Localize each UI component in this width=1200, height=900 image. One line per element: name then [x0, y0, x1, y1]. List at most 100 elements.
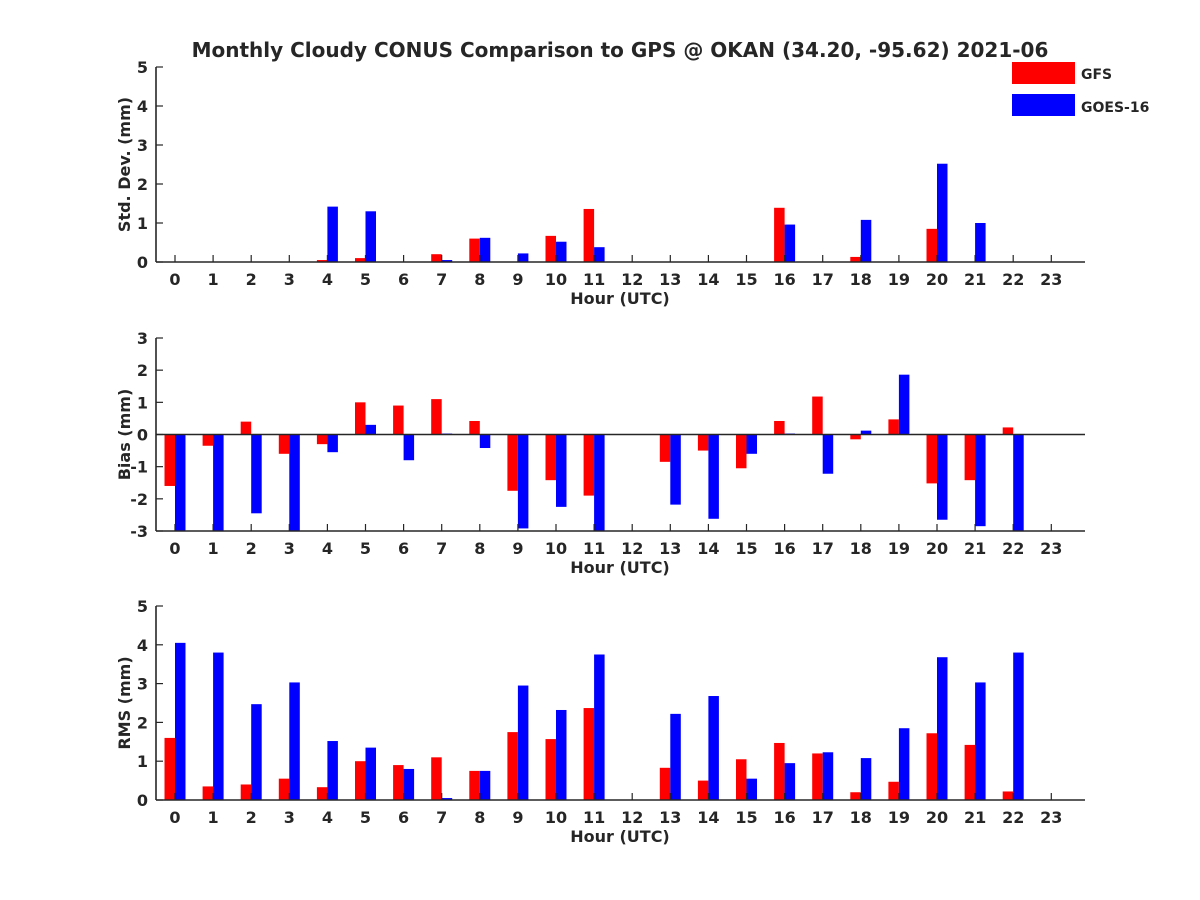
- bias-bar-goes16-8: [479, 434, 491, 449]
- bias-x-tick-label: 6: [398, 539, 409, 558]
- bias-bar-gfs-21: [964, 434, 976, 481]
- rms-bar-gfs-3: [278, 778, 290, 800]
- rms-x-tick-label: 3: [284, 808, 295, 827]
- bias-bar-goes16-2: [251, 434, 262, 514]
- rms-bar-gfs-4: [316, 787, 328, 800]
- rms-bar-gfs-5: [355, 761, 366, 800]
- bias-bar-gfs-13: [659, 434, 671, 462]
- bias-bar-gfs-18: [850, 434, 861, 440]
- rms-bar-goes16-20: [937, 657, 948, 800]
- rms-y-tick-label: 5: [137, 597, 148, 616]
- bias-x-tick-label: 9: [512, 539, 523, 558]
- std-dev-x-tick-label: 23: [1040, 270, 1062, 289]
- bias-x-tick-label: 5: [360, 539, 371, 558]
- rms-bar-gfs-0: [164, 737, 175, 800]
- rms-bar-gfs-18: [850, 792, 861, 800]
- std-dev-x-tick-label: 0: [169, 270, 180, 289]
- std-dev-y-tick-label: 0: [137, 253, 148, 272]
- std-dev-x-tick-label: 5: [360, 270, 371, 289]
- bias-x-tick-label: 16: [773, 539, 795, 558]
- rms-bar-gfs-13: [659, 767, 671, 800]
- rms-y-tick-label: 1: [137, 752, 148, 771]
- rms-bar-gfs-2: [240, 784, 252, 800]
- rms-y-tick-label: 2: [137, 713, 148, 732]
- bias-bar-goes16-1: [213, 434, 224, 531]
- rms-x-tick-label: 0: [169, 808, 180, 827]
- bias-x-tick-label: 1: [208, 539, 219, 558]
- bias-bar-gfs-15: [736, 434, 747, 469]
- bias-bar-gfs-14: [697, 434, 709, 451]
- bias-bar-goes16-0: [175, 434, 186, 531]
- bias-x-tick-label: 14: [697, 539, 719, 558]
- bias-x-tick-label: 7: [436, 539, 447, 558]
- bias-bar-goes16-14: [708, 434, 719, 519]
- bias-x-tick-label: 21: [964, 539, 986, 558]
- bias-x-tick-label: 23: [1040, 539, 1062, 558]
- std-dev-x-tick-label: 18: [850, 270, 872, 289]
- rms-bar-goes16-21: [975, 682, 986, 800]
- std-dev-x-tick-label: 10: [545, 270, 567, 289]
- rms-bar-goes16-6: [403, 768, 415, 800]
- bias-bar-goes16-21: [975, 434, 986, 527]
- std-dev-x-tick-label: 20: [926, 270, 948, 289]
- bias-x-tick-label: 11: [583, 539, 605, 558]
- rms-bar-goes16-22: [1013, 652, 1024, 800]
- bias-x-tick-label: 2: [246, 539, 257, 558]
- rms-x-tick-label: 5: [360, 808, 371, 827]
- bias-bar-gfs-20: [926, 434, 937, 484]
- rms-bar-goes16-19: [898, 728, 910, 800]
- bias-bar-goes16-13: [670, 434, 681, 505]
- rms-bar-gfs-8: [469, 770, 480, 800]
- rms-bar-goes16-16: [784, 763, 796, 800]
- rms-x-tick-label: 21: [964, 808, 986, 827]
- bias-bar-goes16-22: [1013, 434, 1024, 531]
- rms-bar-gfs-21: [964, 744, 976, 800]
- rms-bar-gfs-11: [583, 708, 595, 800]
- std-dev-x-tick-label: 2: [246, 270, 257, 289]
- std-dev-bar-goes16-18: [860, 219, 872, 262]
- rms-x-tick-label: 6: [398, 808, 409, 827]
- rms-bar-goes16-18: [860, 758, 872, 800]
- rms-bar-goes16-0: [175, 642, 186, 800]
- std-dev-x-tick-label: 11: [583, 270, 605, 289]
- std-dev-x-tick-label: 12: [621, 270, 643, 289]
- bias-bar-goes16-9: [517, 434, 529, 529]
- std-dev-x-tick-label: 7: [436, 270, 447, 289]
- bias-x-tick-label: 4: [322, 539, 333, 558]
- rms-x-tick-label: 1: [208, 808, 219, 827]
- rms-bar-goes16-8: [479, 770, 491, 800]
- std-dev-x-tick-label: 19: [888, 270, 910, 289]
- std-dev-bar-goes16-20: [937, 163, 948, 262]
- bias-x-tick-label: 10: [545, 539, 567, 558]
- std-dev-bar-goes16-5: [365, 211, 376, 262]
- std-dev-y-axis-label: Std. Dev. (mm): [115, 97, 134, 232]
- rms-bar-goes16-5: [365, 747, 376, 800]
- bias-bar-gfs-2: [240, 421, 252, 435]
- rms-y-tick-label: 0: [137, 791, 148, 810]
- bias-x-axis-label: Hour (UTC): [570, 558, 670, 577]
- std-dev-bar-gfs-5: [355, 258, 366, 262]
- bias-bar-gfs-4: [316, 434, 328, 445]
- rms-x-tick-label: 20: [926, 808, 948, 827]
- std-dev-bar-gfs-8: [469, 238, 480, 262]
- std-dev-x-axis-label: Hour (UTC): [570, 289, 670, 308]
- bias-bar-gfs-1: [202, 434, 214, 446]
- bias-bar-goes16-18: [860, 430, 872, 435]
- std-dev-x-tick-label: 6: [398, 270, 409, 289]
- bias-y-axis-label: Bias (mm): [115, 389, 134, 481]
- rms-bar-gfs-10: [545, 739, 556, 800]
- rms-x-tick-label: 4: [322, 808, 333, 827]
- rms-x-tick-label: 22: [1002, 808, 1024, 827]
- bias-bar-goes16-11: [594, 434, 605, 531]
- bias-bar-goes16-4: [327, 434, 338, 453]
- bias-bar-gfs-10: [545, 434, 556, 481]
- bias-x-tick-label: 0: [169, 539, 180, 558]
- std-dev-x-tick-label: 13: [659, 270, 681, 289]
- std-dev-y-tick-label: 4: [137, 97, 148, 116]
- rms-x-tick-label: 2: [246, 808, 257, 827]
- rms-bar-goes16-11: [594, 654, 605, 800]
- std-dev-x-tick-label: 14: [697, 270, 719, 289]
- rms-x-tick-label: 14: [697, 808, 719, 827]
